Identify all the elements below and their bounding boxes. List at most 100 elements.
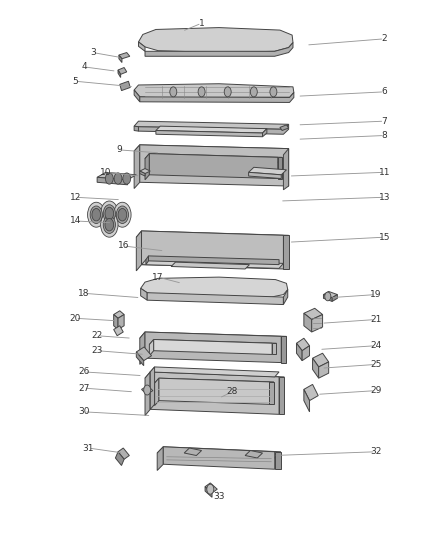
Circle shape — [103, 216, 116, 233]
Polygon shape — [134, 90, 140, 102]
Polygon shape — [134, 126, 138, 131]
Polygon shape — [140, 332, 286, 343]
Polygon shape — [272, 343, 276, 354]
Polygon shape — [118, 314, 124, 329]
Polygon shape — [118, 448, 129, 459]
Polygon shape — [155, 378, 159, 406]
Text: 16: 16 — [117, 241, 129, 251]
Polygon shape — [140, 92, 294, 102]
Polygon shape — [280, 125, 289, 131]
Polygon shape — [313, 358, 319, 378]
Circle shape — [325, 292, 331, 301]
Polygon shape — [332, 295, 337, 302]
Text: 23: 23 — [92, 346, 103, 355]
Polygon shape — [323, 295, 332, 302]
Text: 1: 1 — [199, 19, 205, 28]
Polygon shape — [159, 378, 269, 405]
Circle shape — [105, 207, 114, 220]
Polygon shape — [141, 386, 153, 394]
Polygon shape — [304, 313, 312, 332]
Polygon shape — [118, 68, 127, 75]
Polygon shape — [145, 372, 284, 383]
Polygon shape — [275, 452, 281, 469]
Polygon shape — [157, 447, 163, 471]
Circle shape — [198, 87, 205, 97]
Polygon shape — [138, 124, 289, 134]
Polygon shape — [157, 447, 281, 458]
Circle shape — [224, 87, 231, 97]
Polygon shape — [134, 84, 294, 100]
Text: 20: 20 — [70, 314, 81, 323]
Polygon shape — [134, 121, 289, 130]
Text: 2: 2 — [381, 34, 387, 43]
Circle shape — [105, 219, 114, 231]
Polygon shape — [249, 167, 286, 175]
Circle shape — [88, 202, 105, 227]
Polygon shape — [297, 343, 302, 361]
Text: 31: 31 — [83, 443, 94, 453]
Polygon shape — [155, 378, 274, 387]
Polygon shape — [140, 145, 289, 186]
Polygon shape — [138, 28, 293, 53]
Polygon shape — [97, 172, 136, 180]
Circle shape — [118, 208, 127, 221]
Polygon shape — [163, 447, 275, 469]
Polygon shape — [184, 448, 201, 456]
Polygon shape — [313, 353, 328, 367]
Polygon shape — [150, 367, 279, 377]
Text: 6: 6 — [381, 87, 387, 96]
Polygon shape — [150, 372, 279, 414]
Polygon shape — [262, 128, 267, 137]
Circle shape — [101, 212, 118, 237]
Polygon shape — [145, 43, 293, 56]
Polygon shape — [136, 231, 141, 271]
Polygon shape — [171, 262, 250, 269]
Text: 26: 26 — [78, 367, 90, 376]
Polygon shape — [114, 314, 118, 329]
Polygon shape — [138, 42, 145, 51]
Polygon shape — [302, 346, 310, 361]
Text: 10: 10 — [100, 168, 112, 177]
Text: 33: 33 — [213, 492, 225, 501]
Circle shape — [92, 208, 101, 221]
Polygon shape — [114, 326, 123, 336]
Text: 7: 7 — [381, 117, 387, 126]
Polygon shape — [116, 452, 124, 465]
Polygon shape — [146, 256, 148, 264]
Polygon shape — [281, 336, 286, 362]
Polygon shape — [97, 177, 127, 185]
Polygon shape — [147, 293, 283, 304]
Polygon shape — [297, 338, 310, 351]
Polygon shape — [312, 314, 322, 332]
Polygon shape — [141, 260, 283, 269]
Polygon shape — [141, 231, 283, 269]
Polygon shape — [279, 377, 284, 414]
Polygon shape — [114, 311, 124, 318]
Polygon shape — [141, 288, 147, 300]
Text: 21: 21 — [370, 315, 381, 324]
Polygon shape — [323, 292, 337, 298]
Polygon shape — [245, 450, 262, 458]
Polygon shape — [134, 145, 289, 155]
Polygon shape — [134, 145, 140, 189]
Text: 25: 25 — [370, 360, 381, 369]
Polygon shape — [283, 235, 289, 269]
Circle shape — [170, 87, 177, 97]
Circle shape — [114, 173, 122, 184]
Text: 13: 13 — [378, 193, 390, 202]
Text: 22: 22 — [92, 331, 103, 340]
Polygon shape — [119, 55, 122, 62]
Text: 28: 28 — [226, 387, 238, 397]
Text: 24: 24 — [370, 341, 381, 350]
Circle shape — [207, 484, 214, 494]
Polygon shape — [136, 231, 289, 241]
Polygon shape — [150, 367, 155, 409]
Polygon shape — [120, 81, 130, 91]
Polygon shape — [283, 289, 288, 304]
Polygon shape — [278, 157, 282, 179]
Text: 11: 11 — [378, 168, 390, 177]
Text: 17: 17 — [152, 272, 164, 281]
Polygon shape — [145, 372, 150, 416]
Polygon shape — [283, 149, 289, 190]
Polygon shape — [304, 308, 322, 319]
